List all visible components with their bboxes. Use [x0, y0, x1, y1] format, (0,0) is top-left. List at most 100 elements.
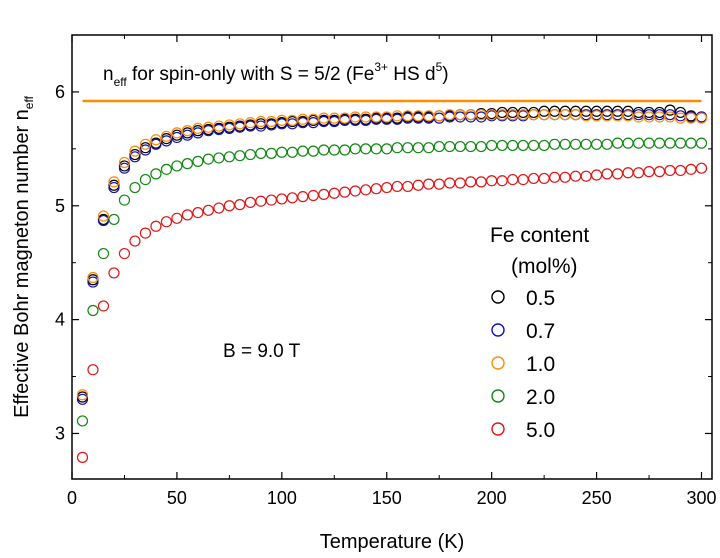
data-point — [381, 143, 393, 155]
data-point — [433, 178, 445, 190]
data-point — [528, 106, 540, 119]
data-point — [486, 175, 498, 187]
data-point — [223, 200, 235, 212]
data-point — [76, 391, 89, 403]
data-point — [611, 168, 624, 180]
data-point — [674, 106, 687, 119]
legend-marker — [491, 389, 505, 403]
data-point — [496, 175, 508, 187]
data-point — [223, 122, 235, 134]
data-point — [223, 151, 235, 163]
data-point — [643, 137, 655, 149]
data-point — [559, 171, 571, 183]
data-point — [664, 104, 676, 116]
data-point — [192, 127, 204, 139]
data-point — [87, 304, 99, 317]
x-tick-label: 0 — [67, 488, 77, 508]
data-point — [160, 216, 173, 228]
data-point — [695, 112, 708, 124]
data-point — [171, 131, 183, 144]
data-point — [307, 113, 319, 125]
data-point — [580, 138, 592, 150]
data-point — [192, 207, 204, 219]
data-point — [234, 121, 246, 133]
data-point — [465, 140, 477, 153]
data-point — [328, 187, 340, 199]
data-point — [695, 162, 708, 174]
data-point — [139, 173, 152, 186]
data-point — [475, 140, 487, 153]
data-point — [517, 173, 529, 186]
data-point — [213, 202, 225, 214]
x-tick-label: 50 — [167, 488, 187, 508]
data-point — [234, 199, 246, 211]
y-tick-label: 3 — [55, 423, 65, 443]
data-point — [160, 130, 173, 142]
data-point — [622, 137, 634, 149]
data-point — [402, 142, 414, 154]
data-point — [160, 133, 173, 145]
data-point — [118, 162, 131, 174]
data-point — [181, 209, 194, 221]
data-point — [181, 158, 194, 170]
data-point — [559, 138, 571, 150]
data-point — [297, 191, 309, 203]
data-point — [139, 144, 152, 156]
data-point — [286, 192, 298, 204]
data-point — [192, 125, 204, 137]
data-point — [590, 138, 603, 150]
data-point — [674, 137, 687, 149]
data-point — [129, 181, 141, 194]
data-point — [255, 195, 267, 207]
data-point — [244, 117, 256, 129]
data-point — [255, 118, 267, 130]
data-point — [328, 144, 340, 156]
legend-marker — [491, 290, 505, 304]
data-point — [402, 180, 414, 193]
data-point — [423, 142, 435, 154]
data-point — [318, 188, 330, 200]
data-point — [150, 134, 162, 146]
data-point — [160, 135, 173, 147]
data-point — [570, 170, 582, 182]
data-point — [517, 139, 529, 152]
data-point — [674, 164, 687, 177]
data-point — [590, 169, 603, 181]
data-point — [549, 171, 561, 183]
data-point — [265, 115, 277, 128]
data-point — [454, 140, 466, 153]
data-point — [653, 137, 666, 149]
data-point — [213, 120, 225, 132]
data-point — [412, 142, 424, 154]
data-point — [465, 109, 477, 121]
data-point — [549, 138, 561, 150]
data-point — [307, 145, 319, 157]
data-point — [570, 138, 582, 150]
data-point — [108, 267, 120, 279]
data-point — [244, 196, 256, 208]
data-point — [360, 143, 372, 155]
data-point — [528, 172, 540, 185]
data-point — [244, 148, 256, 161]
data-point — [118, 247, 131, 260]
data-point — [97, 247, 110, 260]
x-tick-label: 200 — [477, 488, 507, 508]
data-point — [76, 393, 89, 405]
data-point — [349, 185, 361, 197]
data-point — [528, 109, 540, 121]
data-point — [213, 152, 225, 164]
series-5.0 — [76, 162, 708, 463]
data-point — [181, 127, 194, 139]
data-point — [412, 179, 424, 191]
data-point — [97, 214, 110, 227]
data-point — [360, 114, 372, 126]
y-tick-label: 4 — [55, 310, 65, 330]
legend-marker — [491, 422, 505, 436]
data-point — [129, 145, 141, 157]
data-point — [171, 160, 183, 172]
data-point — [538, 172, 550, 185]
y-axis-title: Effective Bohr magneton number neff — [11, 95, 36, 417]
data-point — [349, 143, 361, 155]
x-axis-title: Temperature (K) — [320, 531, 465, 553]
